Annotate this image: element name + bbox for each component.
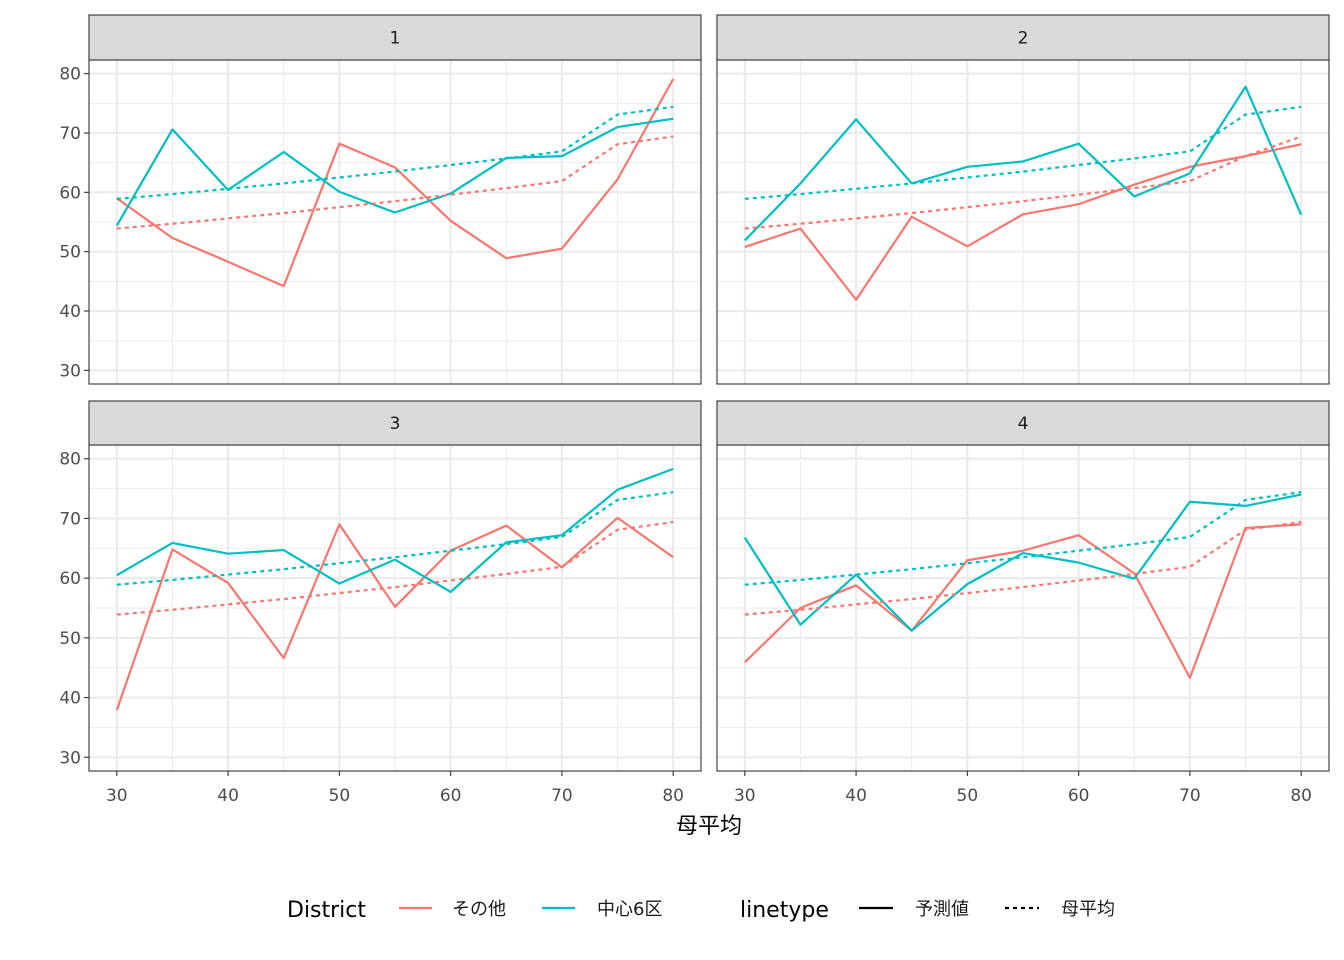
x-tick-label: 80 xyxy=(1290,786,1312,806)
legend-linetype-title: linetype xyxy=(740,898,829,923)
panel-3: 3 30 40 50 60 70 80 30 40 50 60 70 80 xyxy=(59,400,702,806)
series-line xyxy=(115,516,674,711)
strip-label: 3 xyxy=(390,414,401,434)
legend-label-chushin6ku: 中心6区 xyxy=(597,899,662,920)
legend-label-sonota: その他 xyxy=(452,899,506,920)
series-line xyxy=(116,78,675,288)
x-tick-label: 80 xyxy=(662,786,684,806)
x-tick-label: 70 xyxy=(1179,786,1201,806)
legend-label-yosokuchi: 予測値 xyxy=(915,899,969,920)
x-tick-label: 40 xyxy=(845,786,867,806)
y-tick-label: 40 xyxy=(59,689,81,709)
series-line xyxy=(116,467,674,593)
panel-4: 4 30 40 50 60 70 80 xyxy=(716,400,1330,806)
series-line xyxy=(744,85,1303,242)
legend-district-title: District xyxy=(287,898,366,923)
strip-label: 2 xyxy=(1018,29,1029,49)
series-line xyxy=(744,143,1302,301)
series-line xyxy=(743,493,1302,632)
strip-background xyxy=(716,14,1330,61)
x-tick-label: 50 xyxy=(957,786,979,806)
legend: District その他 中心6区 linetype 予測値 母平均 xyxy=(287,898,1115,923)
strip-background xyxy=(88,400,702,446)
strip-background xyxy=(88,14,702,61)
y-tick-label: 50 xyxy=(59,243,81,263)
y-tick-label: 80 xyxy=(59,65,81,85)
x-tick-label: 60 xyxy=(1068,786,1090,806)
y-tick-label: 60 xyxy=(59,569,81,589)
legend-label-bohekin: 母平均 xyxy=(1061,899,1115,920)
y-tick-label: 70 xyxy=(59,124,81,144)
y-tick-label: 70 xyxy=(59,509,81,529)
y-tick-label: 40 xyxy=(59,302,81,322)
x-tick-label: 30 xyxy=(106,786,128,806)
y-tick-label: 80 xyxy=(59,450,81,470)
x-tick-label: 60 xyxy=(440,786,462,806)
y-tick-label: 30 xyxy=(59,748,81,768)
x-tick-label: 40 xyxy=(217,786,239,806)
panel-2: 2 xyxy=(716,14,1330,385)
y-tick-label: 50 xyxy=(59,629,81,649)
x-tick-label: 50 xyxy=(329,786,351,806)
x-tick-label: 30 xyxy=(734,786,756,806)
strip-label: 1 xyxy=(390,29,401,49)
panel-1: 1 30 40 50 60 70 80 xyxy=(59,14,702,385)
x-axis-title: 母平均 xyxy=(676,814,742,839)
y-tick-label: 60 xyxy=(59,183,81,203)
series-line xyxy=(744,523,1302,679)
series-line xyxy=(744,135,1302,230)
strip-label: 4 xyxy=(1018,414,1029,434)
x-tick-label: 70 xyxy=(551,786,573,806)
strip-background xyxy=(716,400,1330,446)
series-line xyxy=(115,117,674,227)
y-tick-label: 30 xyxy=(59,361,81,381)
